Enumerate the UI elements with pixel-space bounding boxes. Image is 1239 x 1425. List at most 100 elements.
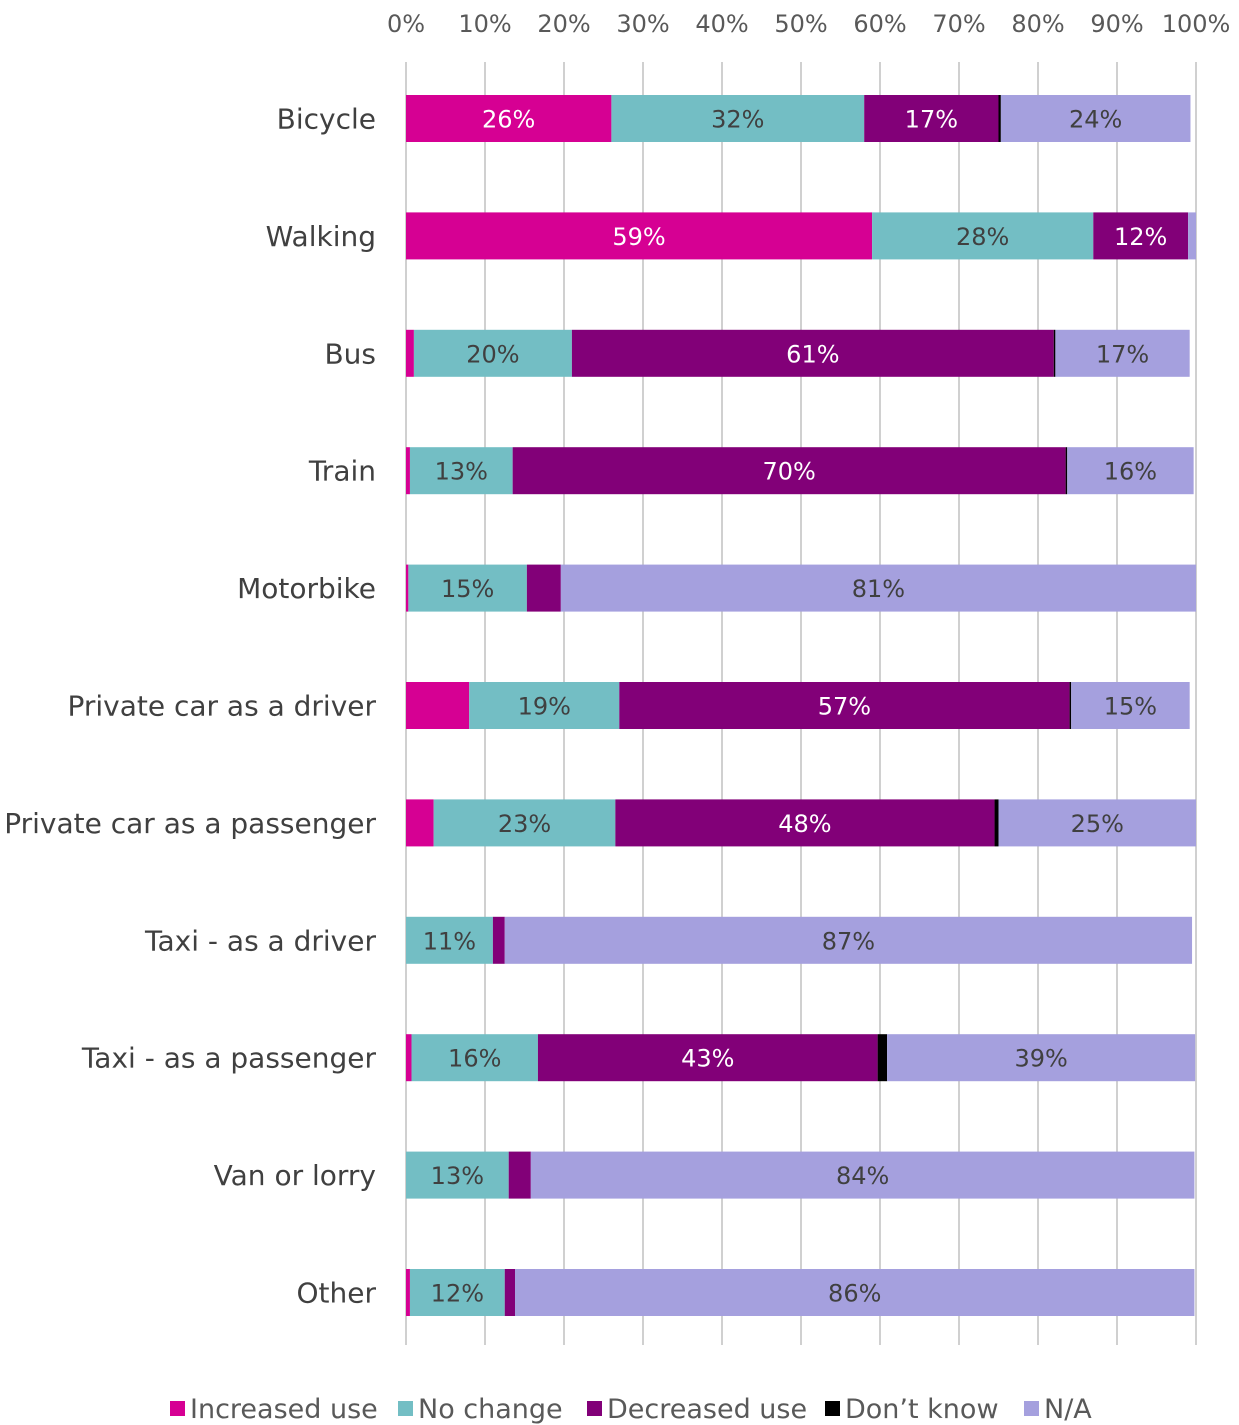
- bar-segment: [411, 1034, 538, 1082]
- data-label: 43%: [681, 1045, 734, 1073]
- bar-segment: [526, 564, 561, 612]
- data-label: 26%: [482, 106, 535, 134]
- data-label: 15%: [1104, 693, 1157, 721]
- data-label: 13%: [431, 1162, 484, 1190]
- bar-segment: [560, 564, 1196, 612]
- legend-swatch: [398, 1401, 413, 1416]
- x-tick-label: 0%: [387, 10, 425, 38]
- x-tick-label: 70%: [932, 10, 985, 38]
- bar-segment: [571, 329, 1054, 377]
- bar-segment: [406, 1269, 410, 1316]
- bar-segment: [1093, 212, 1189, 260]
- bar-segment: [1069, 682, 1072, 729]
- bar-segment: [406, 916, 493, 964]
- bar-segment: [406, 95, 612, 142]
- x-tick-label: 50%: [774, 10, 827, 38]
- data-label: 15%: [441, 575, 494, 603]
- category-label: Private car as a driver: [67, 690, 376, 723]
- bar-segment: [615, 799, 995, 847]
- category-label: Walking: [266, 220, 376, 253]
- x-tick-label: 90%: [1090, 10, 1143, 38]
- data-label: 17%: [905, 106, 958, 134]
- data-label: 39%: [1014, 1045, 1067, 1073]
- data-label: 23%: [498, 810, 551, 838]
- data-label: 87%: [822, 927, 875, 955]
- category-labels: Bicycle Walking Bus Train Motorbike Private c…: [4, 103, 376, 1310]
- bar-segment: [406, 564, 409, 612]
- data-label: 28%: [956, 223, 1009, 251]
- bar-segment: [998, 799, 1196, 847]
- data-label: 16%: [448, 1045, 501, 1073]
- bar-segment: [406, 799, 434, 847]
- bar-segment: [406, 212, 873, 260]
- bar-segment: [1000, 95, 1191, 142]
- x-axis-tick-labels: 0% 10% 20% 30% 40% 50% 60% 70% 80% 90% 100%: [387, 10, 1230, 38]
- data-label: 20%: [466, 340, 519, 368]
- bar-segment: [530, 1151, 1195, 1199]
- x-tick-label: 80%: [1011, 10, 1064, 38]
- legend: Increased use No change Decreased use Don’t…: [170, 1394, 1092, 1425]
- data-label: 16%: [1104, 458, 1157, 486]
- data-label: 59%: [612, 223, 665, 251]
- category-label: Private car as a passenger: [4, 807, 376, 840]
- bar-segment: [408, 564, 527, 612]
- data-label: 57%: [818, 693, 871, 721]
- bar-segment: [406, 1034, 412, 1082]
- bar-segment: [619, 682, 1070, 729]
- bar-segment: [1055, 329, 1190, 377]
- bar-segment: [409, 447, 513, 495]
- legend-swatch: [825, 1401, 840, 1416]
- bar-segment: [413, 329, 572, 377]
- bar-segment: [504, 916, 1193, 964]
- bar-segment: [1067, 447, 1194, 495]
- bar-segment: [409, 1269, 505, 1316]
- bar-segment: [504, 1269, 516, 1316]
- data-label: 70%: [762, 458, 815, 486]
- bar-segment: [492, 916, 505, 964]
- data-label: 19%: [518, 693, 571, 721]
- bar-segment: [406, 447, 410, 495]
- bar-segment: [508, 1151, 531, 1199]
- legend-swatch: [587, 1401, 602, 1416]
- bar-segment: [994, 799, 999, 847]
- bar-segment: [864, 95, 999, 142]
- legend-swatch: [1024, 1401, 1039, 1416]
- bar-segment: [611, 95, 865, 142]
- data-label: 12%: [1114, 223, 1167, 251]
- category-label: Bicycle: [277, 103, 376, 136]
- bar-segment: [1065, 447, 1068, 495]
- data-label: 84%: [836, 1162, 889, 1190]
- bar-segment: [1071, 682, 1190, 729]
- data-label: 32%: [711, 106, 764, 134]
- legend-label: N/A: [1044, 1394, 1092, 1425]
- x-tick-label: 10%: [458, 10, 511, 38]
- data-label: 61%: [786, 340, 839, 368]
- bar-segment: [998, 95, 1001, 142]
- legend-swatch: [170, 1401, 185, 1416]
- x-tick-label: 60%: [853, 10, 906, 38]
- data-label: 12%: [431, 1280, 484, 1308]
- data-label: 13%: [435, 458, 488, 486]
- legend-label: Don’t know: [845, 1394, 999, 1425]
- bar-segment: [406, 329, 414, 377]
- bar-segment: [433, 799, 616, 847]
- data-label: 86%: [828, 1280, 881, 1308]
- bar-segment: [515, 1269, 1195, 1316]
- data-label: 81%: [852, 575, 905, 603]
- data-label: 48%: [778, 810, 831, 838]
- bars: 26% 32% 17% 24% 59% 28% 12% 20% 61% 17% 13% 70% 16% 1…: [406, 95, 1196, 1316]
- data-label: 11%: [423, 927, 476, 955]
- bar-segment: [1053, 329, 1056, 377]
- bar-segment: [469, 682, 620, 729]
- data-label: 17%: [1096, 340, 1149, 368]
- legend-label: No change: [418, 1394, 563, 1425]
- bar-segment: [406, 682, 470, 729]
- x-tick-label: 30%: [616, 10, 669, 38]
- bar-segment: [406, 1151, 509, 1199]
- category-label: Taxi - as a passenger: [81, 1042, 377, 1075]
- legend-label: Increased use: [190, 1394, 378, 1425]
- category-label: Van or lorry: [214, 1159, 376, 1192]
- bar-segment: [877, 1034, 888, 1082]
- bar-segment: [872, 212, 1094, 260]
